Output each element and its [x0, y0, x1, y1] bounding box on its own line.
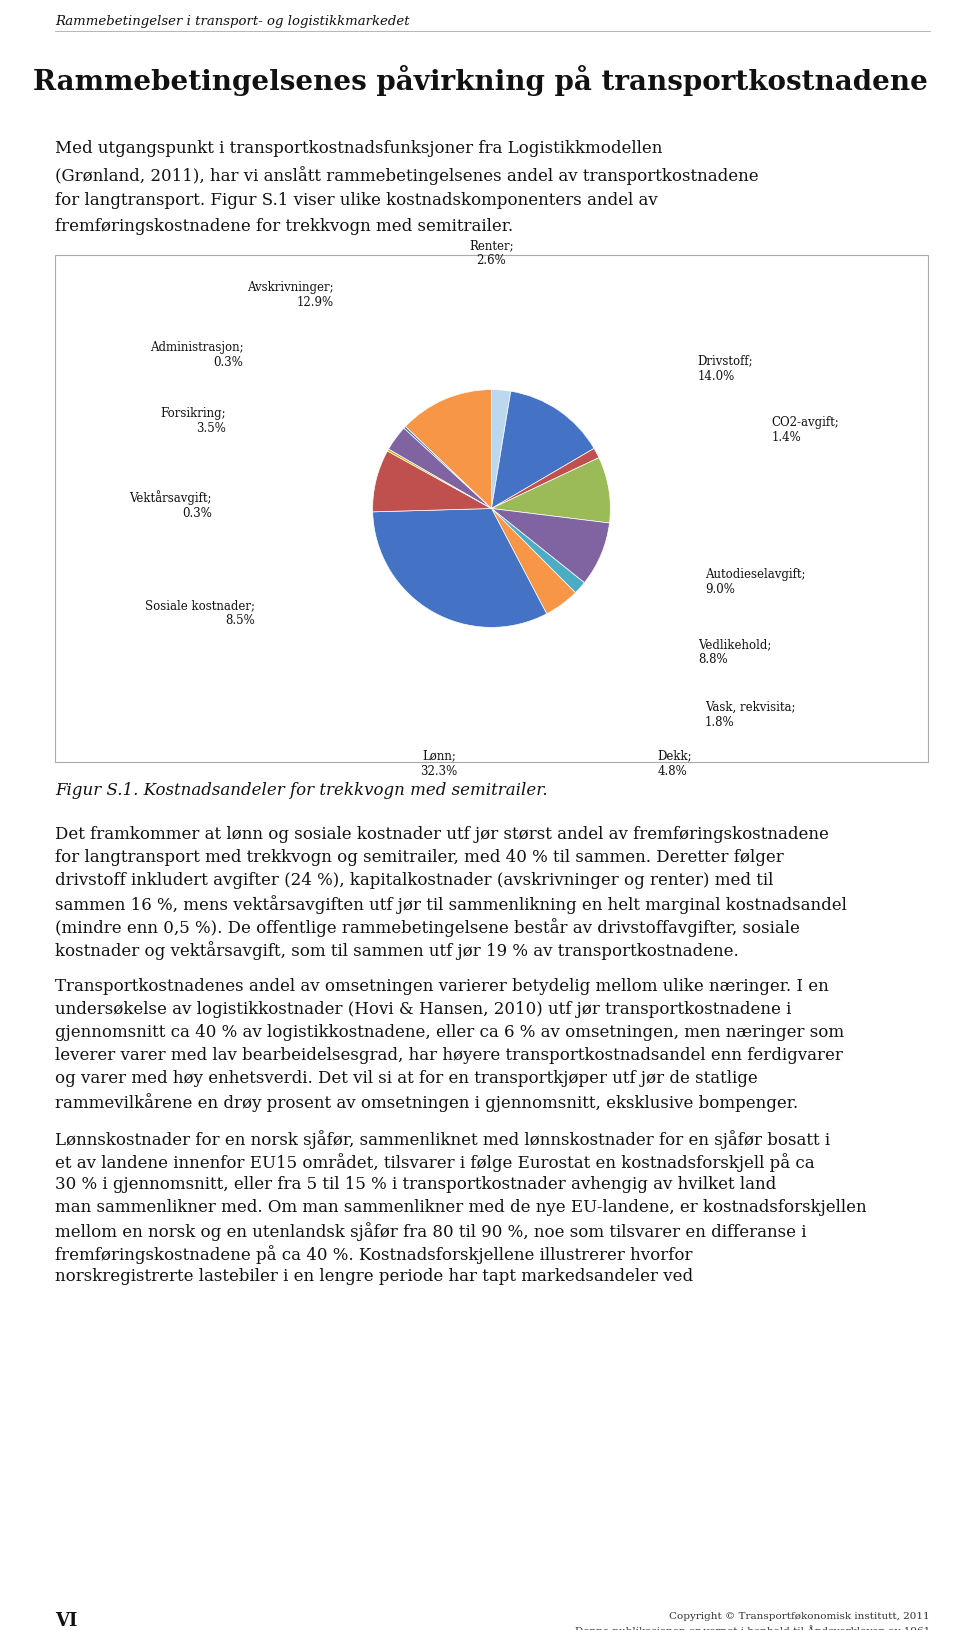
Wedge shape [372, 452, 492, 512]
Text: CO2-avgift;
1.4%: CO2-avgift; 1.4% [771, 416, 839, 443]
Text: Renter;
2.6%: Renter; 2.6% [469, 240, 514, 267]
Text: for langtransport. Figur S.1 viser ulike kostnadskomponenters andel av: for langtransport. Figur S.1 viser ulike… [55, 192, 658, 209]
Wedge shape [492, 509, 610, 582]
Text: Lønnskostnader for en norsk sjåfør, sammenliknet med lønnskostnader for en sjåfø: Lønnskostnader for en norsk sjåfør, samm… [55, 1130, 830, 1149]
Text: Drivstoff;
14.0%: Drivstoff; 14.0% [698, 355, 754, 383]
Text: Vektårsavgift;
0.3%: Vektårsavgift; 0.3% [130, 491, 212, 520]
Text: VI: VI [55, 1612, 78, 1630]
Text: leverer varer med lav bearbeidelsesgrad, har høyere transportkostnadsandel enn f: leverer varer med lav bearbeidelsesgrad,… [55, 1046, 843, 1064]
Text: fremføringskostnadene for trekkvogn med semitrailer.: fremføringskostnadene for trekkvogn med … [55, 218, 514, 235]
Wedge shape [492, 391, 594, 509]
Text: 30 % i gjennomsnitt, eller fra 5 til 15 % i transportkostnader avhengig av hvilk: 30 % i gjennomsnitt, eller fra 5 til 15 … [55, 1175, 777, 1193]
Text: man sammenlikner med. Om man sammenlikner med de nye EU-landene, er kostnadsfors: man sammenlikner med. Om man sammenlikne… [55, 1200, 867, 1216]
Text: mellom en norsk og en utenlandsk sjåfør fra 80 til 90 %, noe som tilsvarer en di: mellom en norsk og en utenlandsk sjåfør … [55, 1222, 806, 1240]
Text: Avskrivninger;
12.9%: Avskrivninger; 12.9% [248, 282, 334, 310]
Text: og varer med høy enhetsverdi. Det vil si at for en transportkjøper utf jør de st: og varer med høy enhetsverdi. Det vil si… [55, 1069, 757, 1087]
Text: drivstoff inkludert avgifter (24 %), kapitalkostnader (avskrivninger og renter) : drivstoff inkludert avgifter (24 %), kap… [55, 872, 774, 888]
Text: Rammebetingelsenes påvirkning på transportkostnadene: Rammebetingelsenes påvirkning på transpo… [33, 65, 927, 96]
Text: Rammebetingelser i transport- og logistikkmarkedet: Rammebetingelser i transport- og logisti… [55, 15, 410, 28]
Text: Forsikring;
3.5%: Forsikring; 3.5% [160, 408, 226, 435]
Text: (Grønland, 2011), har vi anslått rammebetingelsenes andel av transportkostnadene: (Grønland, 2011), har vi anslått rammebe… [55, 166, 758, 184]
Text: et av landene innenfor EU15 området, tilsvarer i følge Eurostat en kostnadsforsk: et av landene innenfor EU15 området, til… [55, 1152, 815, 1172]
Text: Denne publikasjonen er vernet i henhold til Åndsverkloven av 1961: Denne publikasjonen er vernet i henhold … [575, 1625, 930, 1630]
Wedge shape [492, 509, 575, 615]
Text: Det framkommer at lønn og sosiale kostnader utf jør størst andel av fremføringsk: Det framkommer at lønn og sosiale kostna… [55, 826, 828, 843]
Wedge shape [492, 509, 585, 593]
Wedge shape [389, 429, 492, 509]
Text: Copyright © Transportføkonomisk institutt, 2011: Copyright © Transportføkonomisk institut… [669, 1612, 930, 1620]
Text: Autodieselavgift;
9.0%: Autodieselavgift; 9.0% [705, 567, 805, 597]
Text: for langtransport med trekkvogn og semitrailer, med 40 % til sammen. Deretter fø: for langtransport med trekkvogn og semit… [55, 849, 783, 866]
Wedge shape [492, 448, 599, 509]
Wedge shape [405, 390, 492, 509]
Text: Vask, rekvisita;
1.8%: Vask, rekvisita; 1.8% [705, 701, 795, 729]
Text: norskregistrerte lastebiler i en lengre periode har tapt markedsandeler ved: norskregistrerte lastebiler i en lengre … [55, 1268, 693, 1284]
Text: undersøkelse av logistikkostnader (Hovi & Hansen, 2010) utf jør transportkostnad: undersøkelse av logistikkostnader (Hovi … [55, 1001, 791, 1019]
Text: fremføringskostnadene på ca 40 %. Kostnadsforskjellene illustrerer hvorfor: fremføringskostnadene på ca 40 %. Kostna… [55, 1245, 692, 1263]
Text: Administrasjon;
0.3%: Administrasjon; 0.3% [150, 341, 243, 368]
Wedge shape [404, 427, 492, 509]
Text: kostnader og vektårsavgift, som til sammen utf jør 19 % av transportkostnadene.: kostnader og vektårsavgift, som til samm… [55, 941, 739, 960]
Wedge shape [492, 390, 511, 509]
Text: Dekk;
4.8%: Dekk; 4.8% [658, 750, 692, 778]
Text: Vedlikehold;
8.8%: Vedlikehold; 8.8% [698, 637, 771, 667]
Text: Sosiale kostnader;
8.5%: Sosiale kostnader; 8.5% [146, 600, 255, 628]
Bar [55, 254, 928, 761]
Text: Transportkostnadenes andel av omsetningen varierer betydelig mellom ulike næring: Transportkostnadenes andel av omsetninge… [55, 978, 828, 994]
Wedge shape [388, 448, 492, 509]
Text: Lønn;
32.3%: Lønn; 32.3% [420, 750, 458, 778]
Text: rammevilkårene en drøy prosent av omsetningen i gjennomsnitt, eksklusive bompeng: rammevilkårene en drøy prosent av omsetn… [55, 1094, 798, 1112]
Text: sammen 16 %, mens vektårsavgiften utf jør til sammenlikning en helt marginal kos: sammen 16 %, mens vektårsavgiften utf jø… [55, 895, 847, 914]
Text: (mindre enn 0,5 %). De offentlige rammebetingelsene består av drivstoffavgifter,: (mindre enn 0,5 %). De offentlige rammeb… [55, 918, 800, 937]
Text: Med utgangspunkt i transportkostnadsfunksjoner fra Logistikkmodellen: Med utgangspunkt i transportkostnadsfunk… [55, 140, 662, 156]
Text: Figur S.1. Kostnadsandeler for trekkvogn med semitrailer.: Figur S.1. Kostnadsandeler for trekkvogn… [55, 782, 547, 799]
Text: gjennomsnitt ca 40 % av logistikkostnadene, eller ca 6 % av omsetningen, men nær: gjennomsnitt ca 40 % av logistikkostnade… [55, 1024, 844, 1042]
Wedge shape [492, 458, 611, 523]
Wedge shape [372, 509, 546, 628]
